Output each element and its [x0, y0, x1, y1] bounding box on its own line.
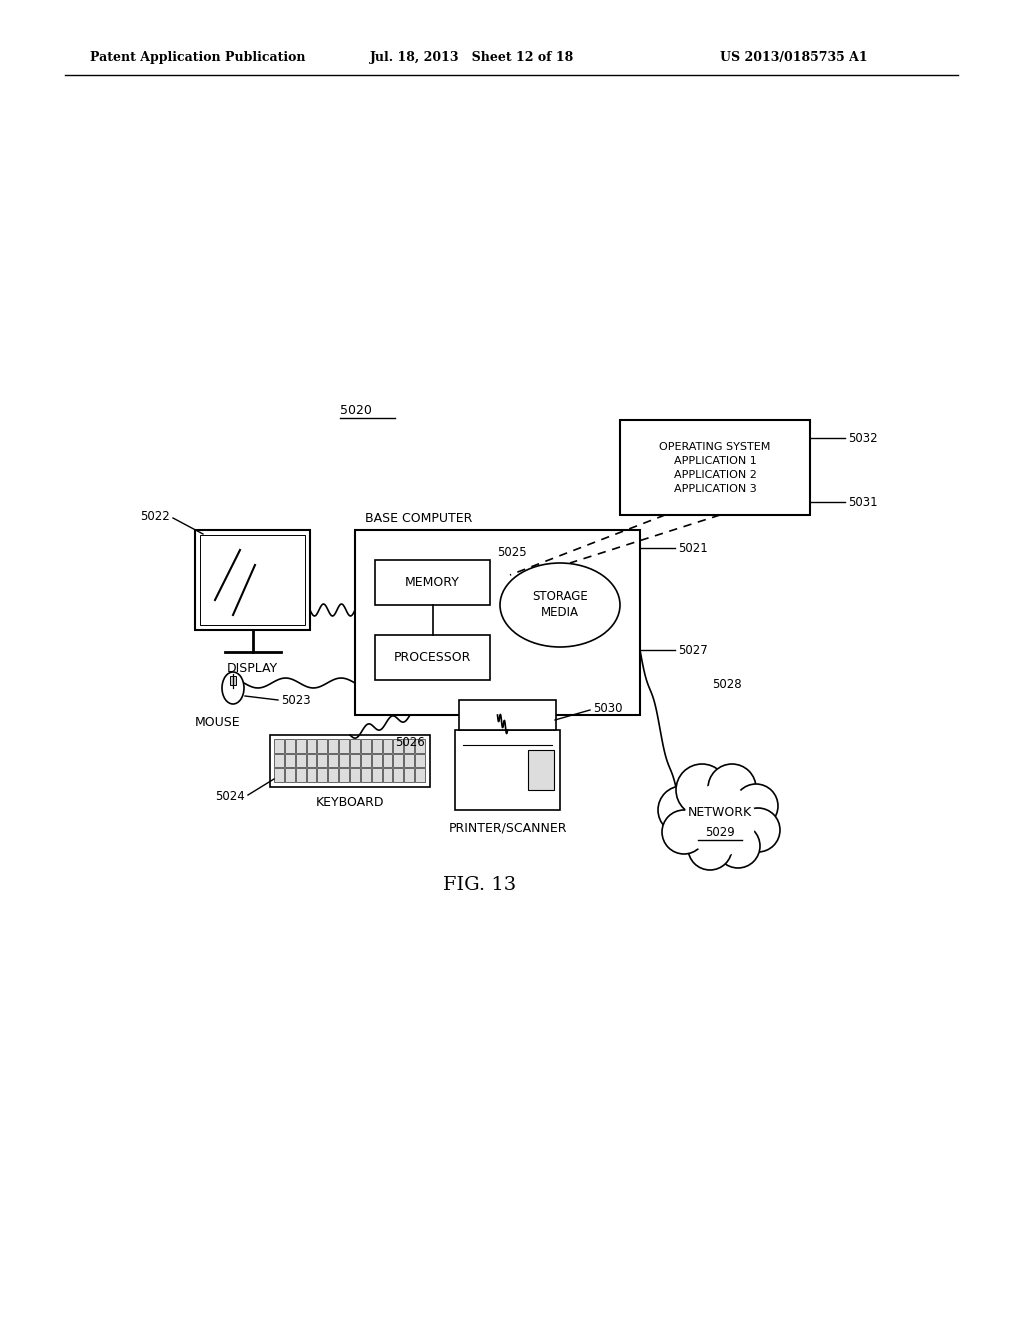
- Bar: [285, 754, 295, 767]
- Bar: [360, 739, 371, 752]
- Bar: [317, 754, 328, 767]
- Bar: [415, 739, 425, 752]
- Bar: [230, 676, 236, 685]
- Text: 5021: 5021: [678, 541, 708, 554]
- Text: Jul. 18, 2013   Sheet 12 of 18: Jul. 18, 2013 Sheet 12 of 18: [370, 51, 574, 65]
- Bar: [415, 754, 425, 767]
- Bar: [350, 739, 359, 752]
- Bar: [355, 531, 640, 715]
- Bar: [329, 768, 338, 781]
- Bar: [285, 768, 295, 781]
- Text: 5029: 5029: [706, 825, 735, 838]
- Bar: [415, 768, 425, 781]
- Bar: [296, 739, 305, 752]
- Bar: [393, 768, 403, 781]
- Text: OPERATING SYSTEM
APPLICATION 1
APPLICATION 2
APPLICATION 3: OPERATING SYSTEM APPLICATION 1 APPLICATI…: [659, 441, 771, 494]
- Text: PRINTER/SCANNER: PRINTER/SCANNER: [449, 821, 566, 834]
- Bar: [274, 768, 284, 781]
- Text: STORAGE
MEDIA: STORAGE MEDIA: [532, 590, 588, 619]
- Text: 5025: 5025: [497, 545, 526, 558]
- Bar: [350, 754, 359, 767]
- Text: DISPLAY: DISPLAY: [227, 661, 279, 675]
- Bar: [274, 739, 284, 752]
- Bar: [285, 739, 295, 752]
- Circle shape: [734, 784, 778, 828]
- Bar: [296, 754, 305, 767]
- Bar: [317, 739, 328, 752]
- Text: PROCESSOR: PROCESSOR: [394, 651, 471, 664]
- Bar: [383, 768, 392, 781]
- Bar: [339, 768, 349, 781]
- Bar: [306, 768, 316, 781]
- Circle shape: [684, 784, 756, 855]
- Text: 5027: 5027: [678, 644, 708, 656]
- Bar: [195, 531, 310, 630]
- Circle shape: [688, 826, 732, 870]
- Text: 5024: 5024: [215, 789, 245, 803]
- Text: 5030: 5030: [593, 702, 623, 715]
- Bar: [274, 754, 284, 767]
- Bar: [317, 768, 328, 781]
- Ellipse shape: [222, 672, 244, 704]
- Bar: [296, 768, 305, 781]
- Circle shape: [680, 780, 760, 861]
- Circle shape: [708, 764, 756, 812]
- Bar: [329, 739, 338, 752]
- Bar: [200, 535, 305, 624]
- Text: 5020: 5020: [340, 404, 372, 417]
- Bar: [393, 739, 403, 752]
- Bar: [350, 768, 359, 781]
- Bar: [306, 739, 316, 752]
- Bar: [360, 768, 371, 781]
- Bar: [306, 754, 316, 767]
- Text: MOUSE: MOUSE: [195, 717, 241, 730]
- Text: 5028: 5028: [712, 678, 741, 692]
- Text: 5032: 5032: [848, 432, 878, 445]
- Bar: [404, 739, 414, 752]
- Bar: [372, 739, 382, 752]
- Text: US 2013/0185735 A1: US 2013/0185735 A1: [720, 51, 867, 65]
- Text: 5023: 5023: [281, 693, 310, 706]
- Circle shape: [736, 808, 780, 851]
- Bar: [455, 730, 560, 810]
- Bar: [360, 754, 371, 767]
- Text: Patent Application Publication: Patent Application Publication: [90, 51, 305, 65]
- Bar: [270, 735, 430, 787]
- Bar: [375, 635, 490, 680]
- Circle shape: [676, 764, 728, 816]
- Circle shape: [658, 785, 706, 834]
- Text: KEYBOARD: KEYBOARD: [315, 796, 384, 809]
- Bar: [372, 754, 382, 767]
- Bar: [375, 560, 490, 605]
- Circle shape: [716, 824, 760, 869]
- Bar: [339, 754, 349, 767]
- Text: 5031: 5031: [848, 495, 878, 508]
- Bar: [620, 420, 810, 515]
- Bar: [339, 739, 349, 752]
- Text: MEMORY: MEMORY: [406, 576, 460, 589]
- Text: NETWORK: NETWORK: [688, 805, 752, 818]
- Bar: [383, 754, 392, 767]
- Bar: [383, 739, 392, 752]
- Bar: [372, 768, 382, 781]
- Text: 5026: 5026: [395, 737, 425, 750]
- Text: BASE COMPUTER: BASE COMPUTER: [365, 511, 472, 524]
- Bar: [329, 754, 338, 767]
- Circle shape: [662, 810, 706, 854]
- Text: 5022: 5022: [140, 510, 170, 523]
- Bar: [404, 768, 414, 781]
- Bar: [404, 754, 414, 767]
- Bar: [459, 700, 556, 730]
- Bar: [528, 750, 554, 789]
- Bar: [393, 754, 403, 767]
- Ellipse shape: [500, 564, 620, 647]
- Text: FIG. 13: FIG. 13: [443, 876, 517, 894]
